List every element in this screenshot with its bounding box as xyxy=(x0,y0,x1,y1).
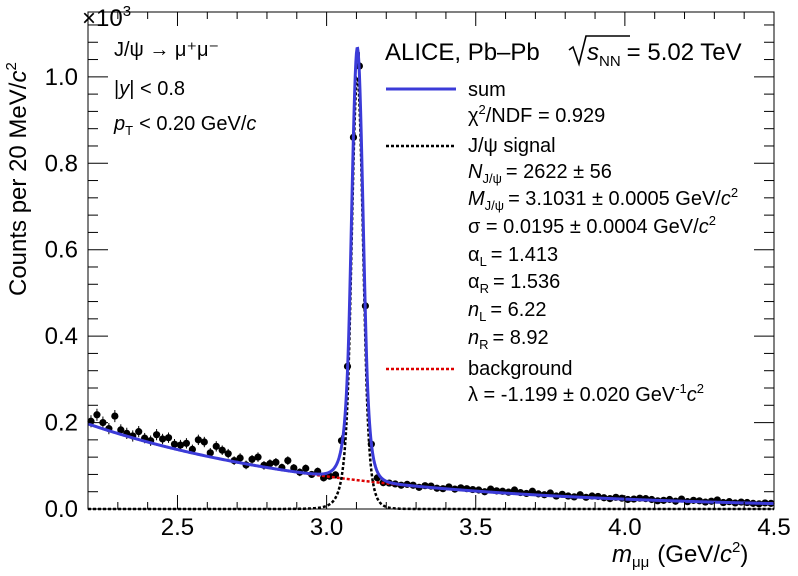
sqrt-symbol xyxy=(568,35,630,67)
point-marker xyxy=(164,434,173,442)
y-tick-label: 0.4 xyxy=(45,323,78,350)
point-marker xyxy=(528,487,537,495)
data-point xyxy=(218,445,226,455)
x-tick-label: 3.0 xyxy=(310,514,343,541)
data-point xyxy=(117,424,125,436)
point-marker xyxy=(194,436,202,444)
point-marker xyxy=(176,441,185,449)
point-marker xyxy=(510,486,519,494)
pt-cut-label: pT < 0.20 GeV/c xyxy=(113,113,256,138)
legend: sum χ2/NDF = 0.929 J/ψ signal NJ/ψ = 2622… xyxy=(386,79,738,406)
legend-alpha-r: αR = 1.536 xyxy=(468,271,560,296)
rapidity-cut-label: |y| < 0.8 xyxy=(114,78,185,100)
data-point xyxy=(248,454,256,464)
data-point xyxy=(236,453,244,463)
data-point xyxy=(93,408,101,421)
data-point xyxy=(272,458,280,467)
x-tick-label: 4.5 xyxy=(757,514,790,541)
data-point xyxy=(194,434,202,446)
energy-label: sNN = 5.02 TeV xyxy=(587,39,742,70)
legend-sum: sum xyxy=(468,79,506,101)
legend-n-jpsi: NJ/ψ = 2622 ± 56 xyxy=(468,161,612,186)
point-marker xyxy=(182,439,191,447)
plot-frame xyxy=(87,11,775,510)
legend-sigma: σ = 0.0195 ± 0.0004 GeV/c2 xyxy=(468,213,716,238)
x-tick-label: 4.0 xyxy=(608,514,641,541)
point-marker xyxy=(206,449,214,457)
y-tick-label: 0.8 xyxy=(45,150,78,177)
x-axis-label: mμμ (GeV/c2) xyxy=(612,539,748,571)
data-point xyxy=(111,410,119,423)
point-marker xyxy=(320,474,328,482)
x-axis: 2.5 3.0 3.5 4.0 4.5 xyxy=(87,12,791,541)
point-marker xyxy=(93,411,101,419)
signal-fit-curve xyxy=(88,75,774,511)
point-marker xyxy=(248,455,256,463)
point-marker xyxy=(290,464,298,472)
data-point xyxy=(153,429,161,441)
data-point xyxy=(200,436,208,448)
point-marker xyxy=(272,458,280,466)
point-marker xyxy=(224,450,232,458)
y-axis: 0.0 0.2 0.4 0.6 0.8 1.0 xyxy=(45,24,774,523)
data-point xyxy=(164,432,173,443)
data-point xyxy=(158,433,167,445)
legend-m-jpsi: MJ/ψ = 3.1031 ± 0.0005 GeV/c2 xyxy=(468,185,738,213)
data-point xyxy=(135,426,143,438)
sum-fit-curve xyxy=(87,46,775,506)
point-marker xyxy=(170,440,179,448)
point-marker xyxy=(117,426,125,434)
data-point xyxy=(224,448,232,459)
data-point xyxy=(302,464,310,473)
data-point xyxy=(212,441,220,452)
point-marker xyxy=(302,464,310,472)
x-tick-label: 2.5 xyxy=(161,514,194,541)
y-tick-label: 1.0 xyxy=(45,64,78,91)
legend-signal: J/ψ signal xyxy=(468,135,556,157)
experiment-label: ALICE, Pb–Pb xyxy=(385,39,540,66)
data-point xyxy=(254,452,262,462)
background-fit-curve xyxy=(87,422,775,505)
point-marker xyxy=(254,453,262,461)
point-marker xyxy=(236,454,244,462)
legend-alpha-l: αL = 1.413 xyxy=(468,244,558,269)
point-marker xyxy=(266,460,274,468)
data-point xyxy=(510,486,519,494)
legend-chi2: χ2/NDF = 0.929 xyxy=(468,102,605,127)
y-tick-label: 0.6 xyxy=(45,237,78,264)
title: ALICE, Pb–Pb sNN = 5.02 TeV xyxy=(385,35,742,70)
legend-n-r: nR = 8.92 xyxy=(468,327,549,352)
point-marker xyxy=(284,456,292,465)
point-marker xyxy=(200,438,208,446)
decay-label: J/ψ → μ⁺μ⁻ xyxy=(114,39,219,61)
y-multiplier: ×103 xyxy=(82,3,131,32)
data-point xyxy=(528,487,537,495)
selection-cuts: J/ψ → μ⁺μ⁻ |y| < 0.8 pT < 0.20 GeV/c xyxy=(113,39,256,138)
point-marker xyxy=(212,442,220,450)
legend-background: background xyxy=(468,358,573,380)
point-marker xyxy=(158,435,167,443)
y-axis-label: Counts per 20 MeV/c2 xyxy=(3,62,32,296)
legend-n-l: nL = 6.22 xyxy=(468,299,547,324)
point-marker xyxy=(218,446,226,454)
point-marker xyxy=(111,412,119,420)
data-point xyxy=(176,439,185,451)
data-point xyxy=(182,438,191,449)
data-point xyxy=(284,456,292,465)
x-tick-label: 3.5 xyxy=(459,514,492,541)
point-marker xyxy=(153,431,161,439)
point-marker xyxy=(135,428,143,436)
y-tick-label: 0.0 xyxy=(45,496,78,523)
y-tick-label: 0.2 xyxy=(45,410,78,437)
legend-lambda: λ = -1.199 ± 0.020 GeV-1c2 xyxy=(468,381,704,406)
